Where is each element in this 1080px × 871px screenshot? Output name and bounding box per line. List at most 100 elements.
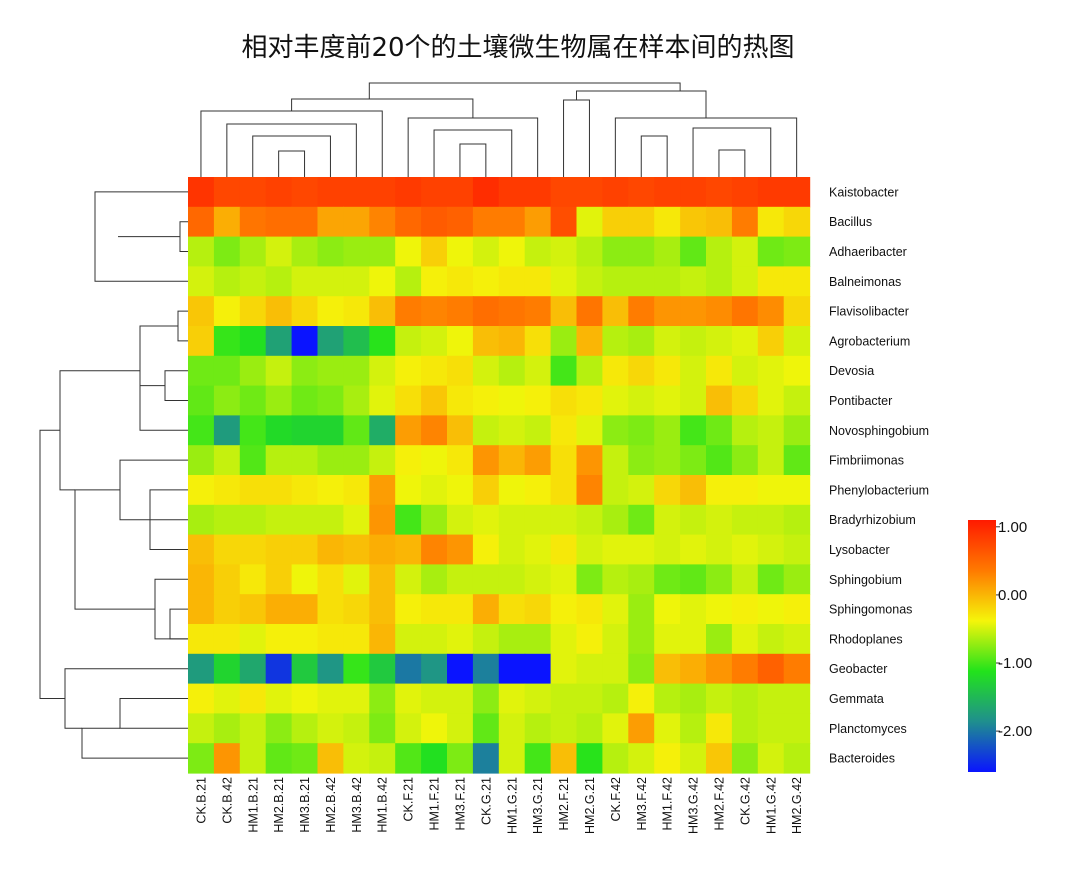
heatmap-cell xyxy=(498,415,526,446)
heatmap-cell xyxy=(265,594,293,625)
heatmap-cell xyxy=(472,564,500,595)
row-label: Bradyrhizobium xyxy=(829,513,916,527)
heatmap-cell xyxy=(498,236,526,267)
row-label: Adhaeribacter xyxy=(829,245,907,259)
heatmap-cell xyxy=(421,743,448,774)
heatmap-cell xyxy=(213,415,241,446)
heatmap-cell xyxy=(654,564,681,595)
column-label: HM1.B.42 xyxy=(376,777,390,833)
heatmap-cell xyxy=(680,594,707,625)
row-label: Gemmata xyxy=(829,692,884,706)
heatmap-cell xyxy=(421,445,448,476)
heatmap-cell xyxy=(602,177,629,208)
heatmap-cell xyxy=(602,296,629,327)
heatmap-cell xyxy=(239,624,267,655)
heatmap-cell xyxy=(654,177,681,208)
heatmap-cell xyxy=(576,713,603,744)
heatmap-cell xyxy=(654,594,681,625)
heatmap-cell xyxy=(498,564,526,595)
row-label: Flavisolibacter xyxy=(829,305,909,319)
heatmap-cell xyxy=(550,385,578,416)
heatmap-cell xyxy=(628,534,655,565)
heatmap-cell xyxy=(576,266,603,297)
heatmap-cell xyxy=(369,564,396,595)
heatmap-cell xyxy=(213,385,241,416)
heatmap-cell xyxy=(265,415,293,446)
heatmap-cell xyxy=(369,385,396,416)
heatmap-cell xyxy=(213,236,241,267)
heatmap-cell xyxy=(472,415,500,446)
heatmap-cell xyxy=(421,475,448,506)
heatmap-cell xyxy=(550,743,578,774)
heatmap-cell xyxy=(317,624,344,655)
heatmap-cell xyxy=(628,415,655,446)
heatmap-cell xyxy=(317,266,344,297)
heatmap-cell xyxy=(213,475,241,506)
heatmap-cell xyxy=(213,594,241,625)
heatmap-cell xyxy=(602,445,629,476)
heatmap-cell xyxy=(291,504,319,536)
heatmap-cell xyxy=(757,504,785,536)
colorbar-gradient xyxy=(968,520,996,772)
heatmap-cell xyxy=(550,534,578,565)
heatmap-cell xyxy=(317,594,344,625)
heatmap-cell xyxy=(291,564,319,595)
heatmap-cell xyxy=(343,475,370,506)
heatmap-cell xyxy=(524,296,552,327)
heatmap-cell xyxy=(602,713,629,744)
heatmap-cell xyxy=(524,266,552,297)
heatmap-cell xyxy=(369,624,396,655)
heatmap-cell xyxy=(291,624,319,655)
heatmap-cell xyxy=(421,624,448,655)
heatmap-cell xyxy=(447,296,474,327)
heatmap-cell xyxy=(291,236,319,267)
heatmap-cell xyxy=(602,624,629,655)
heatmap-cell xyxy=(343,713,370,744)
heatmap-cell xyxy=(447,326,474,357)
heatmap-cell xyxy=(369,415,396,446)
heatmap-cell xyxy=(680,355,707,387)
heatmap-cell xyxy=(317,206,344,238)
row-label: Devosia xyxy=(829,364,874,378)
heatmap-cell xyxy=(291,266,319,297)
heatmap-cell xyxy=(680,624,707,655)
heatmap-cell xyxy=(188,266,215,297)
heatmap-cell xyxy=(680,534,707,565)
heatmap-cell xyxy=(498,206,526,238)
heatmap-cell xyxy=(421,534,448,565)
heatmap-cell xyxy=(680,266,707,297)
heatmap-cell xyxy=(317,653,344,685)
heatmap-cell xyxy=(550,355,578,387)
heatmap-cell xyxy=(343,504,370,536)
column-label: HM1.F.21 xyxy=(428,777,442,831)
heatmap-cell xyxy=(317,385,344,416)
heatmap-cell xyxy=(706,266,733,297)
heatmap-cell xyxy=(602,504,629,536)
heatmap-cell xyxy=(265,475,293,506)
heatmap-cell xyxy=(188,415,215,446)
heatmap-cell xyxy=(239,683,267,714)
heatmap-cell xyxy=(447,236,474,267)
heatmap-cell xyxy=(576,236,603,267)
column-label: HM3.F.42 xyxy=(635,777,649,831)
heatmap-cells xyxy=(188,177,811,774)
heatmap-cell xyxy=(472,236,500,267)
heatmap-cell xyxy=(421,594,448,625)
row-label: Kaistobacter xyxy=(829,185,898,199)
heatmap-cell xyxy=(239,445,267,476)
heatmap-cell xyxy=(369,355,396,387)
row-label: Sphingobium xyxy=(829,573,902,587)
heatmap-cell xyxy=(317,475,344,506)
heatmap-cell xyxy=(447,206,474,238)
heatmap-cell xyxy=(343,296,370,327)
heatmap-cell xyxy=(628,385,655,416)
heatmap-cell xyxy=(472,475,500,506)
heatmap-cell xyxy=(706,296,733,327)
heatmap-cell xyxy=(498,177,526,208)
heatmap-cell xyxy=(265,206,293,238)
heatmap-cell xyxy=(421,683,448,714)
heatmap-cell xyxy=(239,326,267,357)
heatmap-cell xyxy=(602,475,629,506)
heatmap-cell xyxy=(239,743,267,774)
heatmap-cell xyxy=(239,355,267,387)
